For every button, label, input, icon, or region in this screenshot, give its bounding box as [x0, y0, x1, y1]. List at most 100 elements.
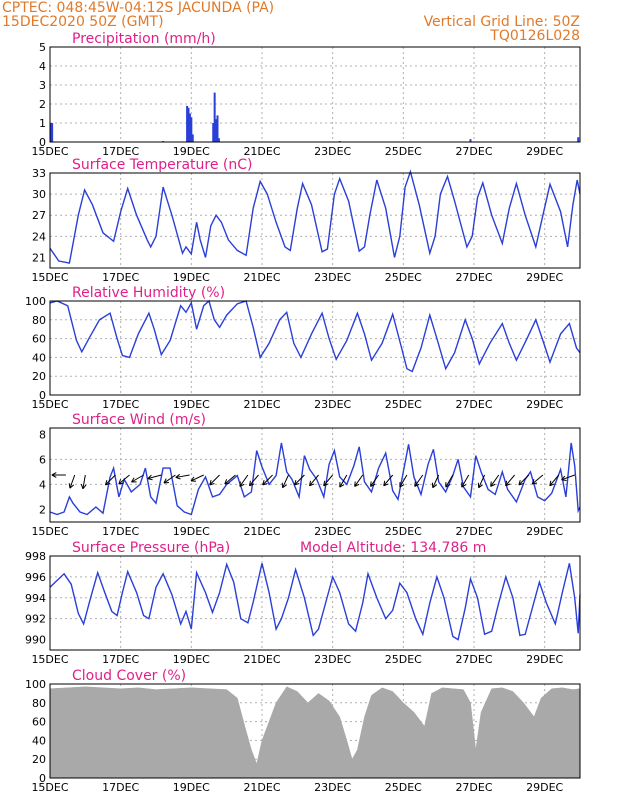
series-line [49, 169, 581, 264]
wind-arrow [445, 474, 454, 488]
x-tick-label: 15DEC [31, 398, 68, 411]
y-tick-label: 6 [39, 453, 46, 466]
y-tick-label: 100 [25, 295, 46, 308]
y-tick-label: 0 [39, 772, 46, 785]
precip-bar [186, 105, 189, 142]
panel-3: 0 20 40 60 80 100 15DEC 17DEC 19DEC 21DEC 23DEC 25D… [25, 285, 581, 411]
x-tick-label: 19DEC [173, 653, 210, 666]
wind-arrow-shaft [294, 474, 305, 486]
x-tick-label: 15DEC [31, 525, 68, 538]
wind-arrow-shaft [249, 474, 259, 487]
wind-arrow-shaft [370, 474, 380, 487]
wind-arrow-shaft [147, 474, 162, 480]
wind-arrow-head [309, 480, 312, 486]
wind-arrow-shaft [490, 474, 500, 487]
wind-arrow-head [549, 480, 552, 486]
x-tick-label: 21DEC [243, 398, 280, 411]
wind-arrow-head [51, 474, 57, 478]
x-tick-label: 23DEC [314, 145, 351, 158]
precip-bar [215, 119, 218, 142]
wind-arrow [104, 474, 116, 486]
wind-arrow [80, 474, 87, 490]
y-tick-label: 40 [32, 351, 46, 364]
wind-arrow-head [445, 484, 451, 488]
panel-frame [49, 683, 581, 779]
wind-arrow-head [370, 483, 376, 487]
wind-arrow-head [518, 483, 524, 486]
y-tick-label: 4 [39, 60, 46, 73]
wind-arrow [505, 474, 516, 487]
panel-title: Surface Wind (m/s) [72, 412, 206, 428]
x-tick-label: 23DEC [314, 271, 351, 284]
x-tick-label: 21DEC [243, 653, 280, 666]
wind-arrow [262, 474, 273, 486]
y-tick-label: 60 [32, 333, 46, 346]
y-tick-label: 20 [32, 370, 46, 383]
wind-arrow-head [262, 483, 268, 486]
wind-arrow [490, 474, 500, 487]
y-tick-label: 4 [39, 478, 46, 491]
x-tick-label: 21DEC [243, 145, 280, 158]
wind-arrow-shaft [175, 474, 190, 478]
wind-arrow-shaft [118, 474, 130, 485]
y-tick-label: 20 [32, 753, 46, 766]
panel-title: Precipitation (mm/h) [72, 31, 216, 47]
y-tick-label: 40 [32, 734, 46, 747]
wind-arrow-shaft [309, 474, 319, 487]
x-tick-label: 29DEC [526, 145, 563, 158]
panel-4: 2 4 6 8 15DEC 17DEC 19DEC 21DEC 23DEC 25DEC 27DEC 2… [31, 412, 581, 538]
y-tick-label: 994 [25, 592, 46, 605]
x-tick-label: 15DEC [31, 145, 68, 158]
wind-arrow-shaft [82, 474, 86, 489]
series-line [49, 299, 581, 373]
y-tick-label: 998 [25, 550, 46, 563]
x-tick-label: 15DEC [31, 271, 68, 284]
precip-bar [191, 134, 194, 142]
panel-2: 21 24 27 30 33 15DEC 17DEC 19DEC 21DEC 23DEC 25DEC… [31, 157, 581, 284]
wind-arrow-head [163, 478, 167, 484]
wind-arrow-head [532, 482, 538, 485]
wind-arrow [461, 474, 470, 488]
wind-arrow-head [224, 479, 228, 485]
wind-arrow-shaft [518, 474, 530, 486]
x-tick-label: 25DEC [385, 271, 422, 284]
wind-arrow [51, 472, 66, 478]
wind-arrow-head [383, 483, 389, 487]
wind-arrow [248, 474, 259, 487]
x-tick-label: 25DEC [385, 653, 422, 666]
wind-arrow-head [561, 475, 566, 481]
wind-arrow-head [383, 480, 386, 486]
wind-arrow-head [490, 483, 496, 487]
panel-frame [49, 46, 581, 143]
x-tick-label: 17DEC [102, 525, 139, 538]
x-tick-label: 19DEC [173, 271, 210, 284]
x-tick-label: 27DEC [455, 271, 492, 284]
x-tick-label: 29DEC [526, 653, 563, 666]
y-tick-label: 27 [32, 209, 46, 222]
panel-title: Surface Temperature (nC) [72, 157, 253, 173]
wind-arrow-shaft [163, 474, 176, 484]
wind-arrow-head [147, 474, 152, 479]
x-tick-label: 17DEC [102, 271, 139, 284]
wind-arrow-shaft [531, 474, 544, 485]
wind-arrow-head [190, 476, 195, 482]
precip-bar [49, 123, 52, 142]
x-tick-label: 27DEC [455, 145, 492, 158]
panel-title: Relative Humidity (%) [72, 285, 225, 301]
wind-arrow-head [309, 483, 315, 487]
precip-bar [213, 92, 216, 142]
wind-arrow [561, 474, 575, 482]
x-tick-label: 21DEC [243, 525, 280, 538]
x-tick-label: 17DEC [102, 781, 139, 794]
wind-arrow-head [249, 483, 255, 487]
x-tick-label: 25DEC [385, 781, 422, 794]
y-tick-label: 60 [32, 716, 46, 729]
x-tick-label: 17DEC [102, 653, 139, 666]
wind-arrow-shaft [131, 474, 144, 483]
panel-frame [49, 300, 581, 396]
wind-arrow-head [175, 476, 181, 480]
precip-bar [469, 139, 472, 142]
wind-arrow-shaft [461, 474, 470, 488]
wind-arrow-shaft [354, 474, 364, 487]
x-tick-label: 21DEC [243, 271, 280, 284]
